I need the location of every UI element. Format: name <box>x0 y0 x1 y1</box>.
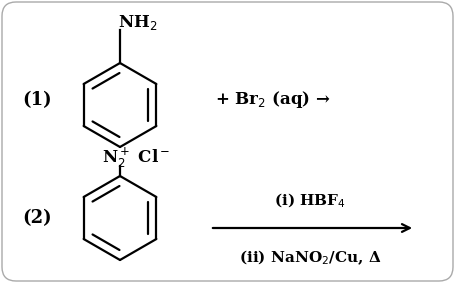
Text: (i) HBF$_4$: (i) HBF$_4$ <box>274 192 346 210</box>
FancyBboxPatch shape <box>2 2 453 281</box>
Text: (1): (1) <box>22 91 52 109</box>
Text: N$_2^+$ Cl$^-$: N$_2^+$ Cl$^-$ <box>102 146 170 170</box>
Text: NH$_2$: NH$_2$ <box>118 13 158 32</box>
Text: (2): (2) <box>22 209 52 227</box>
Text: + Br$_2$ (aq) →: + Br$_2$ (aq) → <box>215 89 330 111</box>
Text: (ii) NaNO$_2$/Cu, Δ: (ii) NaNO$_2$/Cu, Δ <box>239 248 381 267</box>
